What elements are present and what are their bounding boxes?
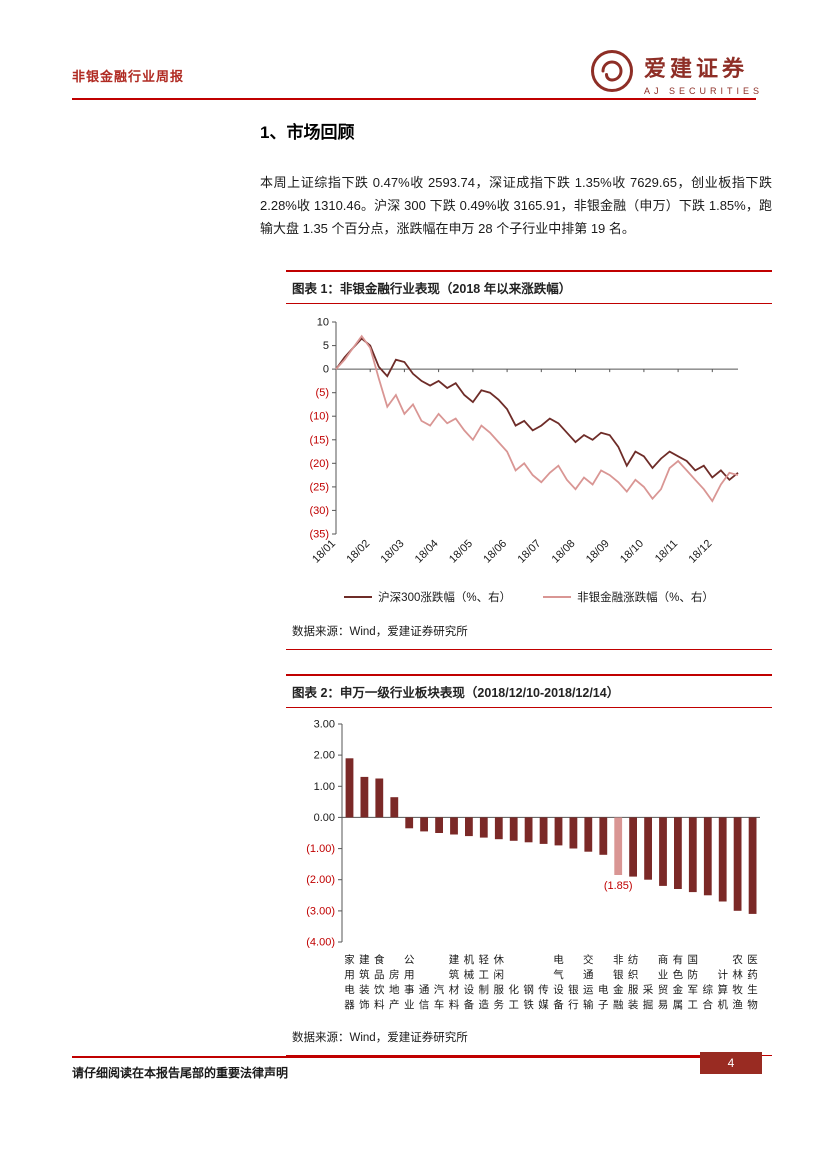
line-chart-legend: 沪深300涨跌幅（%、右） 非银金融涨跌幅（%、右） xyxy=(286,589,772,605)
svg-text:农林牧渔: 农林牧渔 xyxy=(732,953,743,1011)
svg-text:化工: 化工 xyxy=(508,983,519,1011)
figure-2: 图表 2：申万一级行业板块表现（2018/12/10-2018/12/14） 3… xyxy=(286,674,772,1056)
svg-text:(3.00): (3.00) xyxy=(306,905,335,917)
svg-text:商业贸易: 商业贸易 xyxy=(658,953,669,1011)
svg-text:采掘: 采掘 xyxy=(643,984,654,1011)
svg-text:(10): (10) xyxy=(309,411,329,423)
svg-text:(4.00): (4.00) xyxy=(306,937,335,949)
figure-1: 图表 1：非银金融行业表现（2018 年以来涨跌幅） 10 5 0 (5) (10) (1… xyxy=(286,270,772,650)
legend-item: 沪深300涨跌幅（%、右） xyxy=(344,589,511,605)
legend-label: 沪深300涨跌幅（%、右） xyxy=(378,592,512,604)
footer-disclaimer: 请仔细阅读在本报告尾部的重要法律声明 xyxy=(72,1066,289,1080)
footer-divider xyxy=(72,1056,756,1058)
svg-text:医药生物: 医药生物 xyxy=(747,954,758,1011)
svg-text:公用事业: 公用事业 xyxy=(404,954,415,1011)
svg-text:食品饮料: 食品饮料 xyxy=(374,953,385,1011)
svg-text:(1.85): (1.85) xyxy=(604,880,633,892)
svg-text:0.00: 0.00 xyxy=(314,812,335,824)
legend-label: 非银金融涨跌幅（%、右） xyxy=(577,592,714,604)
report-title: 非银金融行业周报 xyxy=(72,69,185,84)
svg-text:交通运输: 交通运输 xyxy=(583,953,594,1011)
page-body: 1、市场回顾 本周上证综指下跌 0.47%收 2593.74，深证成指下跌 1.… xyxy=(260,112,772,1080)
legend-line-swatch xyxy=(344,596,373,598)
bar-chart: 3.00 2.00 1.00 0.00 (1.00) (2.00) (3.00) (4.00)… xyxy=(286,716,772,1021)
legend-item: 非银金融涨跌幅（%、右） xyxy=(543,589,714,605)
svg-text:18/01: 18/01 xyxy=(310,538,338,566)
svg-text:18/08: 18/08 xyxy=(550,538,578,566)
brand-logo: 爱建证券 AJ SECURITIES xyxy=(589,48,763,99)
svg-text:18/11: 18/11 xyxy=(653,538,680,565)
svg-text:家用电器: 家用电器 xyxy=(344,953,355,1011)
body-paragraph: 本周上证综指下跌 0.47%收 2593.74，深证成指下跌 1.35%收 76… xyxy=(260,175,772,236)
svg-text:通信: 通信 xyxy=(419,984,430,1011)
svg-text:钢铁: 钢铁 xyxy=(523,983,534,1011)
svg-text:(30): (30) xyxy=(309,505,329,517)
svg-text:房地产: 房地产 xyxy=(389,968,400,1011)
header-divider xyxy=(72,98,756,100)
svg-text:电气设备: 电气设备 xyxy=(553,953,564,1011)
svg-text:传媒: 传媒 xyxy=(538,984,549,1011)
brand-logo-icon xyxy=(589,48,635,99)
svg-text:国防军工: 国防军工 xyxy=(688,954,699,1011)
svg-text:银行: 银行 xyxy=(568,983,579,1011)
svg-text:建筑装饰: 建筑装饰 xyxy=(359,953,370,1011)
svg-text:(35): (35) xyxy=(309,529,329,541)
svg-text:机械设备: 机械设备 xyxy=(464,953,475,1011)
svg-text:(25): (25) xyxy=(309,481,329,493)
section-title: 1、市场回顾 xyxy=(260,123,355,142)
svg-text:汽车: 汽车 xyxy=(434,983,445,1011)
svg-text:有色金属: 有色金属 xyxy=(673,953,684,1011)
svg-text:(5): (5) xyxy=(316,387,329,399)
svg-text:休闲服务: 休闲服务 xyxy=(494,954,505,1011)
figure-2-title: 图表 2：申万一级行业板块表现（2018/12/10-2018/12/14） xyxy=(286,674,772,708)
svg-text:计算机: 计算机 xyxy=(717,968,728,1011)
brand-name: 爱建证券 xyxy=(643,56,748,81)
svg-text:建筑材料: 建筑材料 xyxy=(449,953,460,1011)
svg-text:(15): (15) xyxy=(309,434,329,446)
svg-text:10: 10 xyxy=(317,317,329,329)
figure-1-source: 数据来源：Wind，爱建证券研究所 xyxy=(286,615,772,650)
svg-text:(20): (20) xyxy=(309,458,329,470)
brand-subtitle: AJ SECURITIES xyxy=(643,86,763,96)
line-chart: 10 5 0 (5) (10) (15) (20) (25) (30) (35) 18/01 18/0… xyxy=(286,312,772,589)
svg-text:18/02: 18/02 xyxy=(344,538,372,566)
svg-text:3.00: 3.00 xyxy=(314,719,335,731)
svg-text:(1.00): (1.00) xyxy=(306,843,335,855)
svg-text:非银金融: 非银金融 xyxy=(613,954,624,1011)
svg-text:2.00: 2.00 xyxy=(314,750,335,762)
figure-2-source: 数据来源：Wind，爱建证券研究所 xyxy=(286,1021,772,1056)
svg-text:18/04: 18/04 xyxy=(413,538,441,566)
svg-text:18/05: 18/05 xyxy=(447,538,475,566)
svg-text:轻工制造: 轻工制造 xyxy=(479,953,490,1011)
svg-text:18/12: 18/12 xyxy=(686,538,714,566)
svg-text:5: 5 xyxy=(323,340,329,352)
svg-text:0: 0 xyxy=(323,364,329,376)
svg-text:18/09: 18/09 xyxy=(584,538,612,566)
svg-text:18/07: 18/07 xyxy=(515,538,543,566)
svg-text:电子: 电子 xyxy=(598,983,609,1011)
svg-text:综合: 综合 xyxy=(703,983,714,1011)
legend-line-swatch xyxy=(543,596,572,598)
svg-text:1.00: 1.00 xyxy=(314,781,335,793)
svg-text:(2.00): (2.00) xyxy=(306,874,335,886)
page-number-badge: 4 xyxy=(700,1052,762,1074)
svg-text:18/10: 18/10 xyxy=(618,538,646,566)
svg-text:18/06: 18/06 xyxy=(481,538,509,566)
svg-text:纺织服装: 纺织服装 xyxy=(628,953,639,1011)
svg-text:18/03: 18/03 xyxy=(379,538,407,566)
figure-1-title: 图表 1：非银金融行业表现（2018 年以来涨跌幅） xyxy=(286,270,772,304)
